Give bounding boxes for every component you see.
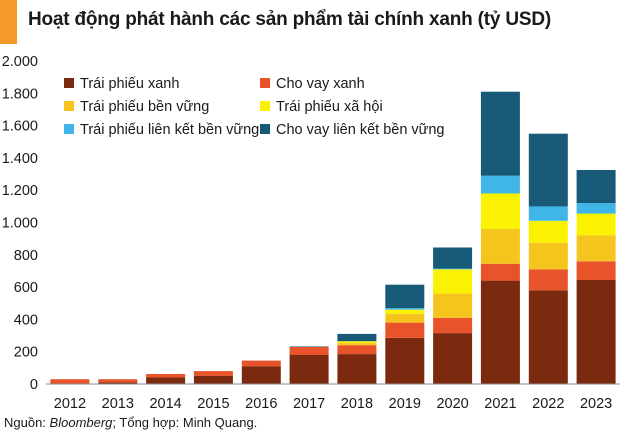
legend-label: Trái phiếu xã hội [276, 99, 383, 115]
bar-segment [576, 170, 616, 204]
bar-segment [480, 229, 520, 264]
legend-item: Trái phiếu xanh [64, 76, 179, 92]
bar-segment [576, 261, 616, 280]
bar-segment [385, 338, 425, 384]
x-tick-label: 2022 [532, 396, 564, 412]
title-accent-bar [0, 0, 17, 44]
legend-swatch [260, 101, 270, 111]
source-rest: ; Tổng hợp: Minh Quang. [112, 415, 258, 430]
bar-segment [146, 377, 186, 384]
bar-segment [576, 279, 616, 384]
bar-segment [193, 375, 233, 384]
y-tick-label: 400 [14, 312, 38, 328]
bar-segment [337, 333, 377, 342]
bar-segment [337, 354, 377, 384]
bar-segment [385, 309, 425, 314]
stacked-bar-chart: 0 200 400 600 800 1.000 1.200 1.400 1.600 1.800 2.… [2, 54, 620, 412]
legend-label: Cho vay xanh [276, 76, 365, 92]
y-tick-label: 1.000 [2, 216, 38, 232]
bar-segment [337, 342, 377, 346]
bar-segment [528, 242, 568, 270]
bar-segment [576, 235, 616, 262]
bar-segment [289, 346, 329, 347]
y-tick-label: 1.800 [2, 86, 38, 102]
y-tick-label: 1.400 [2, 151, 38, 167]
bar-segment [146, 374, 186, 378]
bar-segment [98, 379, 138, 383]
bar-segment [289, 346, 329, 355]
chart-title: Hoạt động phát hành các sản phẩm tài chí… [28, 9, 551, 30]
x-tick-label: 2016 [245, 396, 277, 412]
y-tick-label: 800 [14, 248, 38, 264]
bar-segment [433, 269, 473, 294]
bars-layer [50, 91, 616, 384]
x-tick-label: 2015 [197, 396, 229, 412]
legend-item: Trái phiếu xã hội [260, 99, 383, 115]
x-tick-label: 2012 [54, 396, 86, 412]
bar-segment [576, 213, 616, 236]
x-tick-label: 2023 [580, 396, 612, 412]
bar-segment [480, 91, 520, 176]
bar-segment [433, 317, 473, 334]
bar-segment [385, 313, 425, 323]
bar-segment [528, 269, 568, 291]
bar-segment [337, 341, 377, 343]
bar-segment [98, 382, 138, 384]
legend-swatch [260, 124, 270, 134]
y-tick-label: 1.600 [2, 119, 38, 135]
bar-segment [385, 284, 425, 309]
y-tick-label: 0 [30, 377, 38, 393]
legend-item: Cho vay liên kết bền vững [260, 122, 445, 138]
bar-segment [385, 322, 425, 338]
legend-swatch [64, 124, 74, 134]
y-tick-label: 1.200 [2, 183, 38, 199]
legend-label: Cho vay liên kết bền vững [276, 122, 445, 138]
legend-item: Trái phiếu liên kết bền vững [64, 122, 259, 138]
bar-segment [528, 206, 568, 221]
bar-segment [480, 193, 520, 229]
bar-segment [433, 293, 473, 318]
x-tick-label: 2021 [484, 396, 516, 412]
legend-swatch [64, 78, 74, 88]
bar-segment [241, 360, 281, 367]
y-tick-label: 200 [14, 345, 38, 361]
y-tick-label: 600 [14, 280, 38, 296]
legend-item: Cho vay xanh [260, 76, 365, 92]
x-tick-label: 2020 [436, 396, 468, 412]
bar-segment [480, 175, 520, 194]
bar-segment [50, 379, 90, 384]
bar-segment [528, 290, 568, 384]
x-tick-label: 2017 [293, 396, 325, 412]
source-prefix: Nguồn: [4, 415, 50, 430]
legend-label: Trái phiếu xanh [80, 76, 179, 92]
bar-segment [289, 354, 329, 384]
x-tick-label: 2019 [389, 396, 421, 412]
x-tick-label: 2013 [102, 396, 134, 412]
y-axis-ticks: 0 200 400 600 800 1.000 1.200 1.400 1.600 1.800 2.… [2, 54, 38, 393]
y-tick-label: 2.000 [2, 54, 38, 70]
bar-segment [241, 366, 281, 384]
bar-segment [576, 203, 616, 214]
x-tick-label: 2018 [341, 396, 373, 412]
legend-item: Trái phiếu bền vững [64, 99, 209, 115]
legend: Trái phiếu xanh Cho vay xanh Trái phiếu bề… [64, 76, 445, 138]
bar-segment [385, 308, 425, 310]
bar-segment [433, 247, 473, 269]
bar-segment [193, 371, 233, 376]
legend-swatch [260, 78, 270, 88]
bar-segment [528, 220, 568, 243]
x-tick-label: 2014 [149, 396, 181, 412]
bar-segment [480, 263, 520, 281]
bar-segment [480, 280, 520, 384]
legend-swatch [64, 101, 74, 111]
bar-segment [337, 345, 377, 355]
source-note: Nguồn: Bloomberg; Tổng hợp: Minh Quang. [4, 415, 257, 430]
x-axis-ticks: 2012 2013 2014 2015 2016 2017 2018 2019 2020 2021… [54, 396, 612, 412]
source-name: Bloomberg [49, 415, 113, 430]
bar-segment [528, 133, 568, 207]
legend-label: Trái phiếu liên kết bền vững [80, 122, 259, 138]
bar-segment [433, 333, 473, 384]
legend-label: Trái phiếu bền vững [80, 99, 209, 115]
bar-segment [433, 268, 473, 270]
